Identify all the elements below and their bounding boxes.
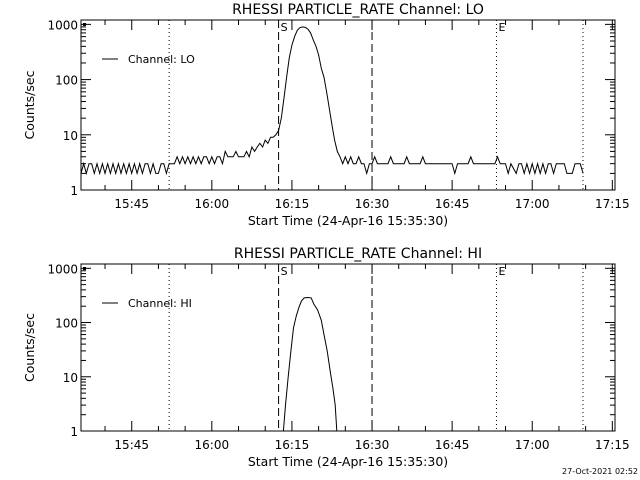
x-tick-label: 16:00 xyxy=(195,438,230,452)
x-tick-label: 17:00 xyxy=(515,197,550,211)
x-tick-label: 16:30 xyxy=(355,438,390,452)
chart-title: RHESSI PARTICLE_RATE Channel: HI xyxy=(234,246,482,262)
x-axis-label: Start Time (24-Apr-16 15:35:30) xyxy=(248,454,448,469)
plot-frame xyxy=(80,19,616,191)
x-tick-label: 16:00 xyxy=(195,197,230,211)
y-tick-label: 1000 xyxy=(47,18,78,32)
marker-label: E xyxy=(498,265,505,278)
x-tick-label: 16:30 xyxy=(355,197,390,211)
y-tick-label: 1 xyxy=(70,184,78,198)
y-tick-label: 100 xyxy=(55,317,78,331)
series-line xyxy=(80,26,584,176)
panel-hi: RHESSI PARTICLE_RATE Channel: HI 1 10 100 10… xyxy=(22,246,630,469)
start-marker-icon xyxy=(83,23,86,26)
plot-frame xyxy=(80,263,616,432)
x-tick-label: 16:15 xyxy=(275,197,310,211)
legend-label: Channel: HI xyxy=(128,297,192,310)
series-line xyxy=(282,296,338,432)
x-tick-label: 15:45 xyxy=(114,438,149,452)
x-tick-label: 16:45 xyxy=(435,197,470,211)
timestamp: 27-Oct-2021 02:52 xyxy=(562,467,638,476)
start-marker-icon xyxy=(83,267,86,270)
y-axis-label: Counts/sec xyxy=(22,70,37,139)
panel-lo: RHESSI PARTICLE_RATE Channel: LO 1 10 100 10… xyxy=(22,2,630,228)
y-tick-label: 1 xyxy=(70,425,78,439)
y-tick-label: 10 xyxy=(63,371,78,385)
chart-title: RHESSI PARTICLE_RATE Channel: LO xyxy=(232,2,484,18)
marker-label: E xyxy=(498,21,505,34)
x-tick-label: 17:15 xyxy=(595,438,630,452)
y-tick-label: 10 xyxy=(63,129,78,143)
x-tick-label: 17:00 xyxy=(515,438,550,452)
x-tick-label: 16:45 xyxy=(435,438,470,452)
x-axis-label: Start Time (24-Apr-16 15:35:30) xyxy=(248,213,448,228)
y-axis-label: Counts/sec xyxy=(22,313,37,382)
x-tick-label: 17:15 xyxy=(595,197,630,211)
x-tick-label: 16:15 xyxy=(275,438,310,452)
legend-label: Channel: LO xyxy=(128,53,195,66)
y-tick-label: 1000 xyxy=(47,262,78,276)
marker-label: S xyxy=(281,265,288,278)
marker-label: S xyxy=(281,21,288,34)
y-tick-label: 100 xyxy=(55,74,78,88)
x-tick-label: 15:45 xyxy=(114,197,149,211)
